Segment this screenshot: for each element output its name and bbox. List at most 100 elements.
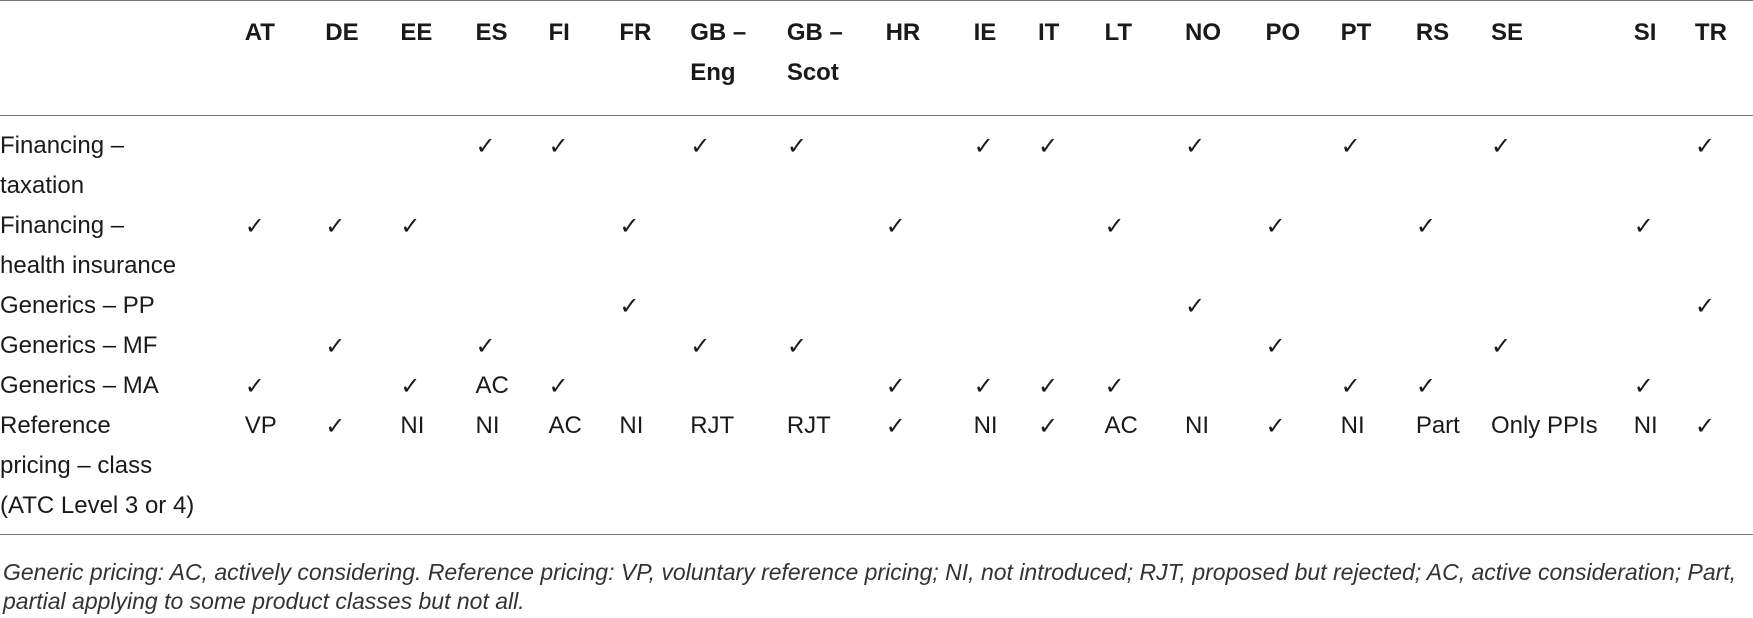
table-cell: AC <box>1104 412 1138 439</box>
header-row: AT DE EE ES FI FR GB – Eng GB – Scot HR IE IT LT NO PO P… <box>0 0 1753 116</box>
check-icon: ✓ <box>244 212 265 240</box>
check-icon: ✓ <box>973 132 994 160</box>
table-row: Generics – MF ✓ ✓ ✓ ✓ ✓ ✓ <box>0 326 1753 366</box>
table-cell <box>1695 326 1753 366</box>
check-icon: ✓ <box>400 372 421 400</box>
table-cell <box>476 206 549 286</box>
table-cell <box>1416 286 1491 326</box>
table-footnote: Generic pricing: AC, actively considerin… <box>3 559 1737 614</box>
table-cell: RJT <box>786 412 831 439</box>
table-cell <box>974 326 1038 366</box>
table-cell <box>1416 116 1491 207</box>
table-cell <box>1695 366 1753 406</box>
check-icon: ✓ <box>475 332 496 360</box>
column-header: GB – Scot <box>786 19 843 86</box>
check-icon: ✓ <box>1104 372 1125 400</box>
check-icon: ✓ <box>885 412 906 440</box>
table-cell: NI <box>619 412 644 439</box>
table-cell: NI <box>1185 412 1210 439</box>
table-cell: NI <box>1340 412 1365 439</box>
table-cell <box>690 286 787 326</box>
check-icon: ✓ <box>1415 372 1436 400</box>
table-cell <box>1105 326 1186 366</box>
check-icon: ✓ <box>325 412 346 440</box>
table-cell <box>549 286 620 326</box>
table-cell <box>1634 326 1695 366</box>
column-header: PO <box>1265 19 1301 46</box>
policy-comparison-table-container: AT DE EE ES FI FR GB – Eng GB – Scot HR IE IT LT NO PO P… <box>0 0 1753 535</box>
check-icon: ✓ <box>786 332 807 360</box>
column-header: IT <box>1037 19 1060 46</box>
table-cell: Only PPIs <box>1490 412 1598 439</box>
table-cell: AC <box>475 372 509 399</box>
check-icon: ✓ <box>1340 372 1361 400</box>
column-header: RS <box>1415 19 1450 46</box>
table-cell: RJT <box>690 412 735 439</box>
corner-cell <box>0 1 245 116</box>
column-header: GB – Eng <box>690 19 747 86</box>
table-cell <box>1634 286 1695 326</box>
check-icon: ✓ <box>1037 132 1059 160</box>
table-cell <box>400 286 475 326</box>
table-cell <box>974 206 1038 286</box>
table-cell: NI <box>475 412 500 439</box>
table-body: Financing – taxation ✓ ✓ ✓ ✓ ✓ ✓ ✓ ✓ ✓ ✓ Financing –… <box>0 116 1753 535</box>
table-cell <box>325 366 400 406</box>
check-icon: ✓ <box>244 372 265 400</box>
table-cell <box>1695 206 1753 286</box>
check-icon: ✓ <box>1037 412 1059 440</box>
table-cell <box>690 206 787 286</box>
table-cell <box>1185 206 1266 286</box>
check-icon: ✓ <box>325 332 346 360</box>
table-row: Financing – health insurance ✓ ✓ ✓ ✓ ✓ ✓ ✓ ✓ ✓ <box>0 206 1753 286</box>
table-cell <box>1266 366 1341 406</box>
row-label: Generics – MF <box>0 332 158 359</box>
check-icon: ✓ <box>1265 212 1286 240</box>
check-icon: ✓ <box>1185 132 1206 160</box>
table-cell <box>619 116 690 207</box>
check-icon: ✓ <box>885 372 906 400</box>
table-cell: NI <box>400 412 425 439</box>
column-header: SI <box>1633 19 1657 46</box>
table-cell <box>1266 116 1341 207</box>
row-label: Generics – PP <box>0 292 155 319</box>
row-label: Reference pricing – class (ATC Level 3 or … <box>0 412 195 519</box>
table-cell <box>619 326 690 366</box>
check-icon: ✓ <box>1490 132 1512 160</box>
column-header: NO <box>1185 19 1222 46</box>
table-cell <box>619 366 690 406</box>
check-icon: ✓ <box>325 212 346 240</box>
check-icon: ✓ <box>548 132 569 160</box>
table-row: Generics – PP ✓ ✓ ✓ <box>0 286 1753 326</box>
row-label: Generics – MA <box>0 372 159 399</box>
table-row: Generics – MA ✓ ✓ AC ✓ ✓ ✓ ✓ ✓ ✓ ✓ ✓ <box>0 366 1753 406</box>
table-cell <box>325 116 400 207</box>
column-header: IE <box>973 19 997 46</box>
table-cell <box>1185 366 1266 406</box>
table-cell: VP <box>244 412 277 439</box>
column-header: FR <box>619 19 652 46</box>
table-cell <box>1491 206 1634 286</box>
table-cell <box>1105 116 1186 207</box>
table-cell <box>1341 326 1416 366</box>
table-cell <box>476 286 549 326</box>
table-cell <box>886 116 974 207</box>
check-icon: ✓ <box>475 132 496 160</box>
table-cell <box>245 286 326 326</box>
check-icon: ✓ <box>400 212 421 240</box>
check-icon: ✓ <box>1694 292 1716 320</box>
column-header: TR <box>1694 19 1727 46</box>
table-cell <box>1341 206 1416 286</box>
table-cell <box>1416 326 1491 366</box>
table-cell <box>1105 286 1186 326</box>
check-icon: ✓ <box>1185 292 1206 320</box>
table-cell <box>1038 206 1105 286</box>
table-cell <box>325 286 400 326</box>
table-cell <box>1491 366 1634 406</box>
check-icon: ✓ <box>1633 212 1654 240</box>
policy-comparison-table: AT DE EE ES FI FR GB – Eng GB – Scot HR IE IT LT NO PO P… <box>0 0 1753 535</box>
table-cell: Part <box>1415 412 1460 439</box>
column-header: SE <box>1490 19 1523 46</box>
check-icon: ✓ <box>1104 212 1125 240</box>
row-label: Financing – health insurance <box>0 212 177 279</box>
